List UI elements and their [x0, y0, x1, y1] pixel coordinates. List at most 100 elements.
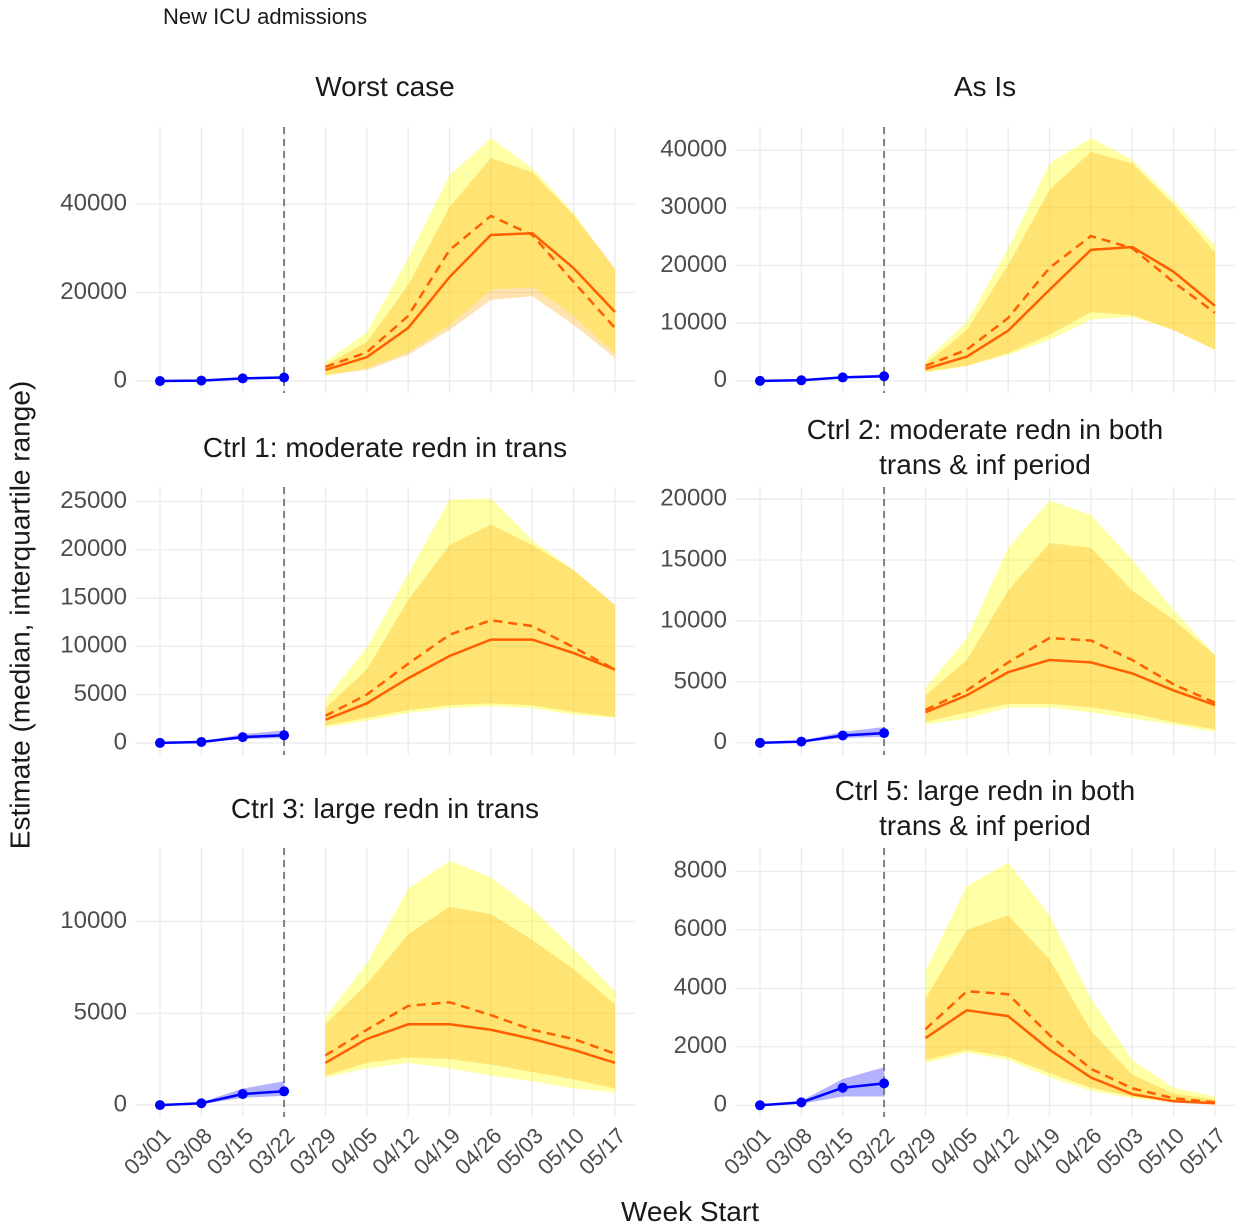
y-tick-label: 0: [714, 1091, 727, 1118]
x-tick-label: 03/15: [802, 1123, 859, 1180]
x-tick-label: 03/22: [243, 1123, 300, 1180]
chart-title: New ICU admissions: [163, 4, 368, 29]
x-tick-label: 05/17: [1174, 1123, 1231, 1180]
y-tick-label: 40000: [60, 189, 127, 216]
series-line: [924, 989, 1216, 1104]
point: [237, 373, 248, 384]
x-tick-label: 05/03: [1091, 1123, 1148, 1180]
x-tick-label: 05/10: [533, 1123, 590, 1180]
panel-title: As Is: [953, 70, 1017, 102]
y-tick-label: 4000: [674, 974, 727, 1001]
point: [837, 730, 848, 741]
band: [925, 915, 1215, 1104]
y-tick-label: 0: [714, 366, 727, 393]
y-tick-label: 10000: [660, 309, 727, 336]
x-tick-label: 05/10: [1133, 1123, 1190, 1180]
band: [925, 137, 1215, 373]
x-tick-label: 05/03: [491, 1123, 548, 1180]
series-line: [324, 638, 616, 721]
point: [796, 1097, 807, 1108]
x-tick-label: 04/05: [926, 1123, 983, 1180]
series-line: [924, 1008, 1216, 1105]
y-tick-label: 5000: [674, 667, 727, 694]
x-tick-label: 03/15: [202, 1123, 259, 1180]
band: [325, 906, 615, 1089]
band: [925, 500, 1215, 732]
band: [925, 543, 1215, 730]
x-tick-label: 03/01: [119, 1123, 176, 1180]
panel-title: Ctrl 2: moderate redn in both trans & in…: [806, 414, 1164, 480]
point: [279, 1086, 290, 1097]
point: [755, 1100, 765, 1111]
point: [879, 371, 890, 382]
band: [160, 1081, 285, 1106]
x-axis-title: Week Start: [621, 1196, 759, 1227]
y-tick-label: 20000: [60, 278, 127, 305]
y-tick-label: 10000: [60, 632, 127, 659]
y-tick-label: 20000: [60, 535, 127, 562]
y-tick-label: 5000: [74, 680, 127, 707]
x-tick-label: 04/12: [967, 1123, 1024, 1180]
y-tick-label: 2000: [674, 1032, 727, 1059]
band: [925, 151, 1215, 372]
y-tick-label: 20000: [660, 485, 727, 512]
x-tick-label: 04/19: [409, 1123, 466, 1180]
x-tick-label: 03/08: [760, 1123, 817, 1180]
point: [879, 1078, 890, 1089]
x-tick-label: 04/26: [450, 1123, 507, 1180]
point: [279, 730, 290, 741]
panel-title: Ctrl 1: moderate redn in trans: [202, 431, 568, 463]
series-line: [924, 234, 1216, 368]
series-line: [925, 245, 1216, 370]
y-tick-label: 0: [114, 1090, 127, 1117]
band: [325, 524, 615, 726]
band: [325, 498, 615, 728]
point: [196, 1098, 207, 1109]
series-line: [324, 1000, 616, 1057]
series-line: [325, 231, 616, 372]
panel-title: Ctrl 5: large redn in both trans & inf p…: [834, 775, 1136, 841]
y-tick-label: 0: [714, 728, 727, 755]
point: [837, 372, 848, 383]
point: [796, 736, 807, 747]
y-tick-label: 0: [114, 728, 127, 755]
x-tick-label: 03/01: [719, 1123, 776, 1180]
point: [755, 375, 765, 386]
band: [760, 1067, 885, 1106]
point: [237, 732, 248, 743]
y-tick-label: 25000: [60, 487, 127, 514]
y-tick-label: 20000: [660, 251, 727, 278]
point: [196, 736, 207, 747]
y-tick-label: 5000: [74, 999, 127, 1026]
point: [279, 372, 290, 383]
y-tick-label: 15000: [660, 545, 727, 572]
band: [325, 860, 615, 1093]
x-tick-label: 04/26: [1050, 1123, 1107, 1180]
series-line: [159, 1090, 285, 1107]
point: [155, 376, 165, 387]
series-line: [324, 618, 616, 717]
band: [925, 862, 1215, 1105]
series-line: [324, 1023, 616, 1065]
x-tick-label: 05/17: [574, 1123, 631, 1180]
x-tick-label: 04/19: [1009, 1123, 1066, 1180]
y-tick-label: 0: [114, 366, 127, 393]
band: [325, 157, 615, 375]
series-line: [759, 375, 885, 383]
y-tick-label: 8000: [674, 857, 727, 884]
x-tick-label: 03/08: [160, 1123, 217, 1180]
y-tick-label: 6000: [674, 915, 727, 942]
point: [237, 1089, 248, 1100]
series-line: [924, 636, 1216, 712]
point: [155, 737, 165, 748]
x-tick-label: 04/12: [367, 1123, 424, 1180]
point: [879, 728, 890, 739]
point: [837, 1082, 848, 1093]
series-line: [325, 214, 616, 369]
x-tick-label: 03/22: [843, 1123, 900, 1180]
y-tick-label: 40000: [660, 135, 727, 162]
y-axis-title: Estimate (median, interquartile range): [4, 381, 35, 849]
point: [155, 1100, 165, 1111]
